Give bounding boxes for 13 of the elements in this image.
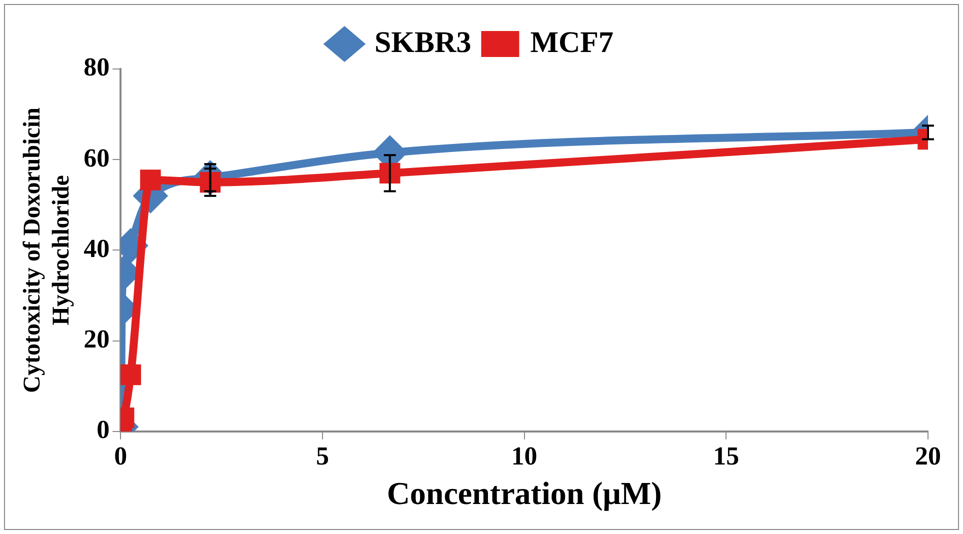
y-tick-label: 60: [84, 143, 110, 172]
x-tick-label: 5: [316, 442, 329, 471]
y-tick-label: 40: [84, 234, 110, 263]
x-tick-label: 15: [713, 442, 740, 471]
x-tick-label: 20: [915, 442, 941, 471]
legend-label: MCF7: [530, 26, 614, 59]
y-tick-label: 0: [96, 415, 110, 444]
y-axis-title: Cytotoxicity of Doxorubicin Hydrochloride: [20, 108, 74, 393]
y-tick-label: 80: [84, 52, 110, 82]
y-tick-label: 20: [84, 324, 110, 354]
x-tick-label: 10: [511, 442, 538, 471]
x-axis-title: Concentration (μM): [386, 475, 662, 512]
legend-label: SKBR3: [374, 26, 472, 59]
